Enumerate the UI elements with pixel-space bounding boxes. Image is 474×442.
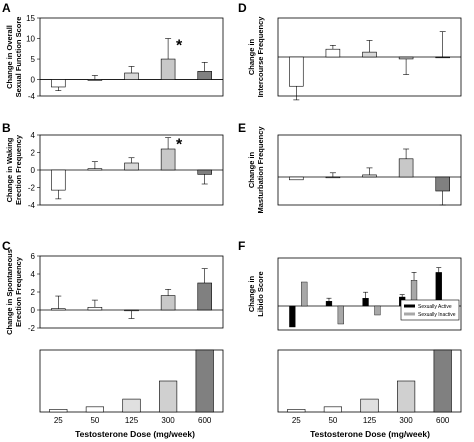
x-tick-label: 600 [198, 416, 212, 425]
chart-c: C -2 0 2 4 6 Change in SpontaneousErection Fre… [2, 239, 224, 335]
bar [325, 301, 333, 307]
y-axis-title: Change in WakingErection Frequency [5, 134, 23, 205]
bar [197, 71, 212, 80]
bar [160, 58, 176, 80]
dose-bar [397, 380, 416, 413]
x-tick-label: 25 [54, 416, 63, 425]
y-axis-title: Change inMasturbation Frequency [247, 126, 265, 214]
bar [160, 148, 176, 171]
bar [301, 281, 308, 307]
bar [435, 176, 450, 192]
y-tick-label: 5 [31, 55, 36, 64]
y-tick-label: 15 [26, 14, 35, 23]
y-tick-label: 0 [31, 306, 36, 315]
dose-bar [195, 349, 214, 413]
y-axis-title: Change inIntercourse Frequency [247, 16, 265, 98]
panel-label: E [238, 121, 246, 135]
bar [398, 158, 414, 178]
legend-label: Sexually Inactive [418, 312, 456, 318]
bar [289, 56, 304, 87]
x-tick-label: 125 [125, 416, 139, 425]
panel-label: D [238, 1, 247, 15]
dose-bar [433, 349, 452, 413]
y-tick-label: 2 [31, 288, 36, 297]
x-tick-label: 125 [363, 416, 377, 425]
bar [124, 72, 139, 80]
legend-label: Sexually Active [418, 304, 452, 310]
panel-label: B [2, 121, 11, 135]
bar [51, 169, 66, 191]
panel-label: A [2, 1, 11, 15]
y-axis-title: Change in OverallSexual Function Score [5, 17, 23, 98]
significance-marker: * [176, 137, 183, 154]
bar [124, 162, 139, 171]
y-tick-label: 6 [31, 252, 36, 261]
y-tick-label: 0 [31, 76, 36, 85]
plot-frame [39, 17, 224, 97]
x-axis-title: Testosterone Dose (mg/week) [310, 429, 430, 439]
dose-bar [360, 398, 379, 413]
chart-dose-right: 25 50 125 300 600 Testosterone Dose (mg/week) [277, 349, 462, 439]
y-tick-label: -2 [28, 184, 36, 193]
dose-bar [85, 406, 104, 413]
dose-bar [159, 380, 178, 413]
bar [337, 305, 344, 325]
y-axis-title: Change in SpontaneousErection Frequency [5, 249, 23, 335]
x-tick-label: 300 [399, 416, 413, 425]
y-tick-label: 4 [31, 270, 36, 279]
bar [289, 305, 296, 328]
bar [197, 282, 212, 311]
bar [51, 308, 66, 311]
y-tick-label: 4 [31, 131, 36, 140]
bar [51, 79, 66, 88]
bar [325, 176, 341, 179]
y-tick-label: 10 [26, 35, 35, 44]
dose-bar [49, 409, 68, 413]
bar [87, 79, 103, 81]
y-tick-label: 2 [31, 149, 36, 158]
bar [289, 176, 304, 181]
x-tick-label: 50 [90, 416, 99, 425]
significance-marker: * [176, 38, 183, 55]
bar [362, 174, 377, 178]
dose-bar [122, 398, 141, 413]
x-axis-title: Testosterone Dose (mg/week) [75, 429, 195, 439]
dose-bar [323, 406, 342, 413]
bar [435, 56, 450, 59]
y-tick-label: -4 [28, 201, 36, 210]
panel-label: C [2, 239, 11, 253]
y-tick-label: -4 [28, 92, 36, 101]
x-tick-label: 25 [292, 416, 301, 425]
chart-f: F Change inLibido Score Sexually Active Sex… [238, 239, 462, 331]
x-tick-label: 600 [436, 416, 450, 425]
dose-bar [287, 409, 306, 413]
bar [87, 168, 103, 171]
y-axis-title: Change inLibido Score [247, 271, 265, 316]
bar [398, 56, 414, 60]
bar [374, 305, 381, 316]
y-tick-label: -2 [28, 324, 36, 333]
bar [362, 51, 377, 58]
bar [197, 169, 212, 175]
bar [87, 306, 103, 311]
y-tick-label: 0 [31, 166, 36, 175]
legend-box [400, 299, 460, 321]
x-tick-label: 300 [161, 416, 175, 425]
bar [160, 295, 176, 311]
chart-b: B -4 -2 0 2 4 Change in WakingErection Frequen… [2, 121, 224, 210]
bar [325, 48, 341, 58]
x-tick-label: 50 [328, 416, 337, 425]
bar [362, 298, 369, 307]
panel-label: F [238, 239, 245, 253]
